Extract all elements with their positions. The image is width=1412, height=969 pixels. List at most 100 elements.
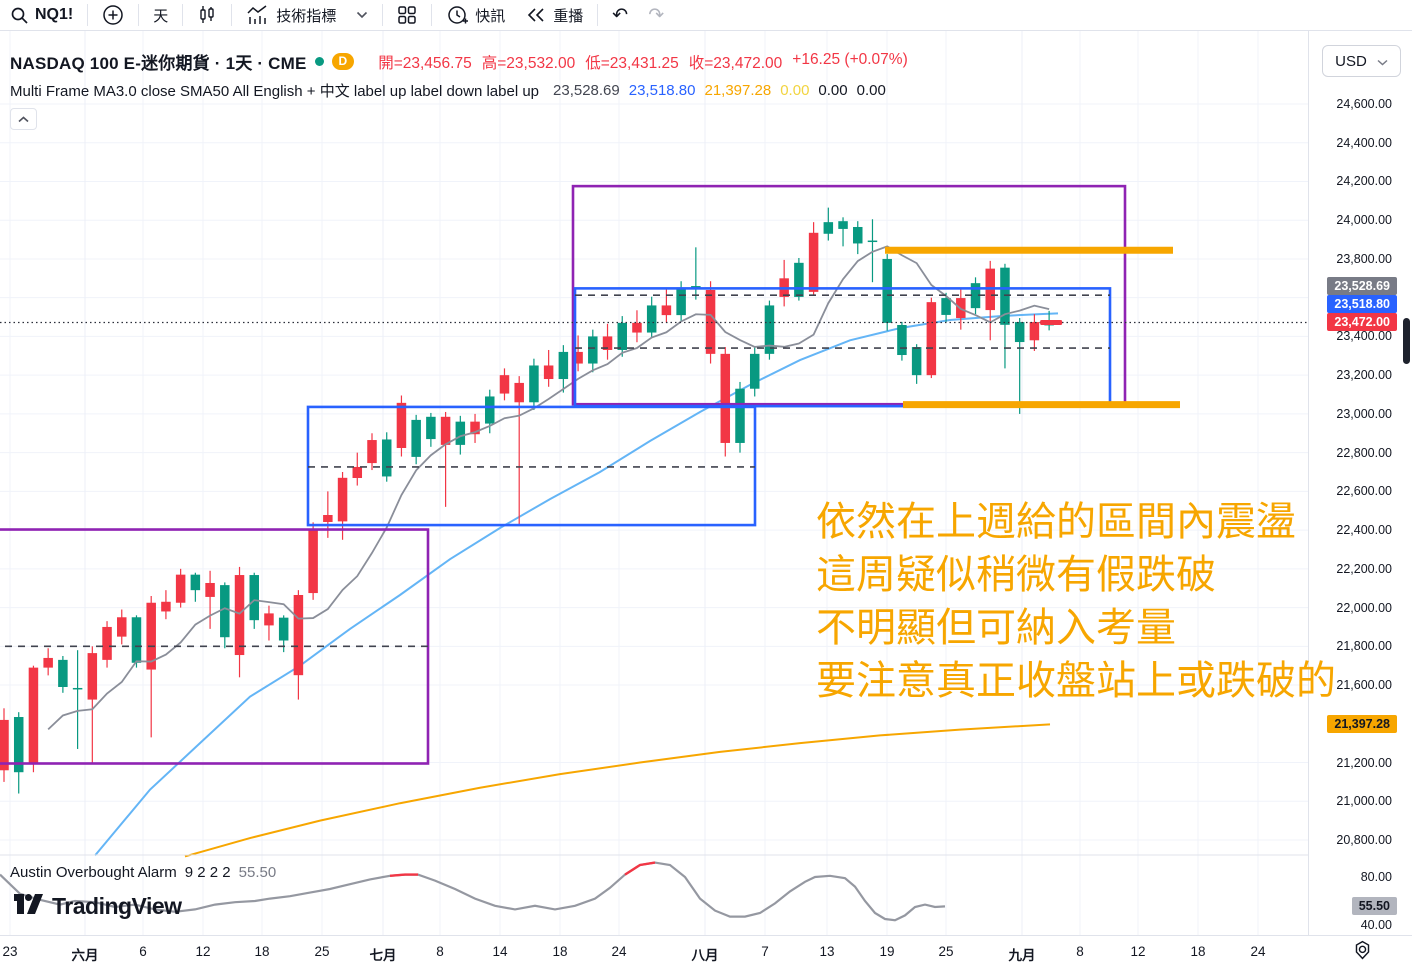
oscillator-legend[interactable]: Austin Overbought Alarm 9 2 2 2 55.50 bbox=[10, 864, 276, 881]
time-axis-tick: 24 bbox=[1250, 944, 1266, 959]
price-axis-tick: 21,600.00 bbox=[1336, 678, 1392, 693]
price-axis[interactable]: 24,600.00 24,400.00 24,200.00 24,000.00 23,8… bbox=[1308, 31, 1400, 935]
time-axis-tick: 18 bbox=[254, 944, 270, 959]
price-tag: 21,397.28 bbox=[1327, 715, 1397, 734]
oscillator-params: 9 2 2 2 bbox=[184, 864, 231, 881]
ohlc-item: 低=23,431.25 bbox=[585, 54, 679, 72]
price-axis-tick: 20,800.00 bbox=[1336, 833, 1392, 847]
indicator-values: 23,528.69 23,518.80 21,397.28 0.00 0.00 0.00 bbox=[553, 82, 886, 99]
price-axis-tick: 22,000.00 bbox=[1336, 600, 1392, 615]
interval-button[interactable]: 天 bbox=[143, 0, 178, 30]
grid-layout-icon bbox=[397, 5, 417, 25]
price-tag: 23,472.00 bbox=[1327, 313, 1397, 332]
ohlc-item: 收=23,472.00 bbox=[688, 54, 783, 72]
toolbar-divider bbox=[597, 4, 599, 26]
price-scale-scrollbar[interactable] bbox=[1403, 318, 1410, 364]
top-toolbar: NQ1! 天 技術指標 bbox=[0, 0, 1412, 31]
alert-label: 快訊 bbox=[475, 7, 506, 25]
change-value: +16.25 (+0.07%) bbox=[792, 50, 908, 68]
time-axis-tick: 14 bbox=[492, 944, 508, 959]
alarm-clock-plus-icon bbox=[446, 4, 469, 27]
time-axis-tick: 18 bbox=[1190, 944, 1206, 959]
price-axis-tick: 21,000.00 bbox=[1336, 794, 1392, 809]
time-axis-tick: 12 bbox=[195, 944, 211, 959]
ohlc-values: 開=23,456.75 高=23,532.00 低=23,431.25 收=23,47… bbox=[378, 51, 908, 73]
time-axis-tick: 8 bbox=[436, 944, 444, 959]
time-axis[interactable]: 23 六月 6 12 18 25 七月 8 14 18 24 八月 7 13 19 25 九月 8 12 18 24 bbox=[0, 935, 1412, 969]
symbol-ticker: NQ1! bbox=[35, 6, 74, 23]
chart-style-button[interactable] bbox=[187, 0, 227, 30]
currency-label: USD bbox=[1335, 52, 1367, 70]
chevron-up-icon bbox=[18, 110, 29, 128]
price-axis-tick: 21,200.00 bbox=[1336, 755, 1392, 770]
price-axis-tick: 23,400.00 bbox=[1336, 329, 1392, 344]
currency-selector[interactable]: USD bbox=[1322, 45, 1401, 77]
price-axis-tick: 23,200.00 bbox=[1336, 368, 1392, 383]
price-tag: 23,518.80 bbox=[1327, 295, 1397, 314]
layout-grid-button[interactable] bbox=[387, 0, 427, 30]
price-tag: 23,528.69 bbox=[1327, 277, 1397, 296]
indicator-value: 21,397.28 bbox=[704, 82, 772, 99]
candlestick-style-icon bbox=[197, 5, 217, 25]
redo-button[interactable]: ↷ bbox=[638, 0, 674, 30]
price-axis-tick: 22,200.00 bbox=[1336, 561, 1392, 576]
redo-icon: ↷ bbox=[648, 4, 665, 26]
toolbar-divider bbox=[431, 4, 433, 26]
time-axis-tick: 7 bbox=[761, 944, 769, 959]
toolbar-divider bbox=[138, 4, 140, 26]
price-axis-tick: 22,600.00 bbox=[1336, 484, 1392, 499]
price-axis-tick: 23,800.00 bbox=[1336, 251, 1392, 266]
indicators-button[interactable]: 技術指標 bbox=[236, 0, 378, 30]
price-axis-tick: 21,800.00 bbox=[1336, 639, 1392, 654]
market-status-dot-icon bbox=[314, 57, 324, 66]
oscillator-title: Austin Overbought Alarm bbox=[10, 864, 177, 881]
time-axis-month-tick: 八月 bbox=[691, 948, 719, 963]
time-axis-month-tick: 七月 bbox=[369, 948, 397, 963]
indicator-value: 0.00 bbox=[780, 82, 810, 99]
tradingview-logo-text: TradingView bbox=[52, 893, 182, 919]
time-axis-month-tick: 九月 bbox=[1008, 948, 1036, 963]
time-axis-tick: 23 bbox=[2, 944, 18, 959]
oscillator-value: 55.50 bbox=[238, 864, 277, 881]
symbol-search-button[interactable]: NQ1! bbox=[0, 0, 83, 30]
indicator-legend[interactable]: Multi Frame MA3.0 close SMA50 All Englis… bbox=[10, 80, 886, 101]
price-axis-tick: 22,400.00 bbox=[1336, 523, 1392, 538]
rewind-icon bbox=[525, 6, 547, 24]
time-axis-tick: 13 bbox=[819, 944, 835, 959]
undo-icon: ↶ bbox=[612, 4, 629, 26]
tradingview-logo[interactable]: TradingView bbox=[14, 892, 182, 921]
toolbar-divider bbox=[231, 4, 233, 26]
symbol-title: NASDAQ 100 E-迷你期貨 · 1天 · CME bbox=[10, 54, 307, 73]
oscillator-axis-tick: 80.00 bbox=[1360, 870, 1392, 884]
replay-button[interactable]: 重播 bbox=[515, 0, 593, 30]
search-icon bbox=[10, 6, 29, 25]
indicators-icon bbox=[246, 4, 270, 26]
time-axis-tick: 25 bbox=[314, 944, 330, 959]
indicator-title: Multi Frame MA3.0 close SMA50 All Englis… bbox=[10, 83, 540, 100]
compare-add-button[interactable] bbox=[92, 0, 134, 30]
undo-button[interactable]: ↶ bbox=[602, 0, 638, 30]
toolbar-divider bbox=[382, 4, 384, 26]
indicator-value: 0.00 bbox=[818, 82, 848, 99]
time-axis-tick: 19 bbox=[879, 944, 895, 959]
time-axis-tick: 25 bbox=[938, 944, 954, 959]
price-axis-tick: 24,400.00 bbox=[1336, 135, 1392, 150]
toolbar-divider bbox=[182, 4, 184, 26]
chevron-down-icon bbox=[1377, 53, 1388, 70]
price-scale-scroll-area[interactable] bbox=[1401, 31, 1412, 935]
time-axis-tick: 6 bbox=[139, 944, 147, 959]
ohlc-item: 高=23,532.00 bbox=[481, 54, 576, 72]
price-axis-tick: 22,800.00 bbox=[1336, 445, 1392, 460]
time-axis-tick: 24 bbox=[611, 944, 627, 959]
time-axis-settings-gear-icon[interactable] bbox=[1352, 940, 1373, 966]
indicators-label: 技術指標 bbox=[276, 7, 337, 25]
symbol-legend[interactable]: NASDAQ 100 E-迷你期貨 · 1天 · CME D 開=23,456.… bbox=[10, 49, 908, 74]
oscillator-value-tag: 55.50 bbox=[1351, 897, 1397, 916]
price-axis-tick: 24,000.00 bbox=[1336, 213, 1392, 228]
price-axis-tick: 24,200.00 bbox=[1336, 174, 1392, 189]
time-axis-tick: 8 bbox=[1076, 944, 1084, 959]
alert-button[interactable]: 快訊 bbox=[436, 0, 515, 30]
chevron-down-icon bbox=[356, 11, 368, 19]
legend-collapse-button[interactable] bbox=[10, 108, 37, 130]
